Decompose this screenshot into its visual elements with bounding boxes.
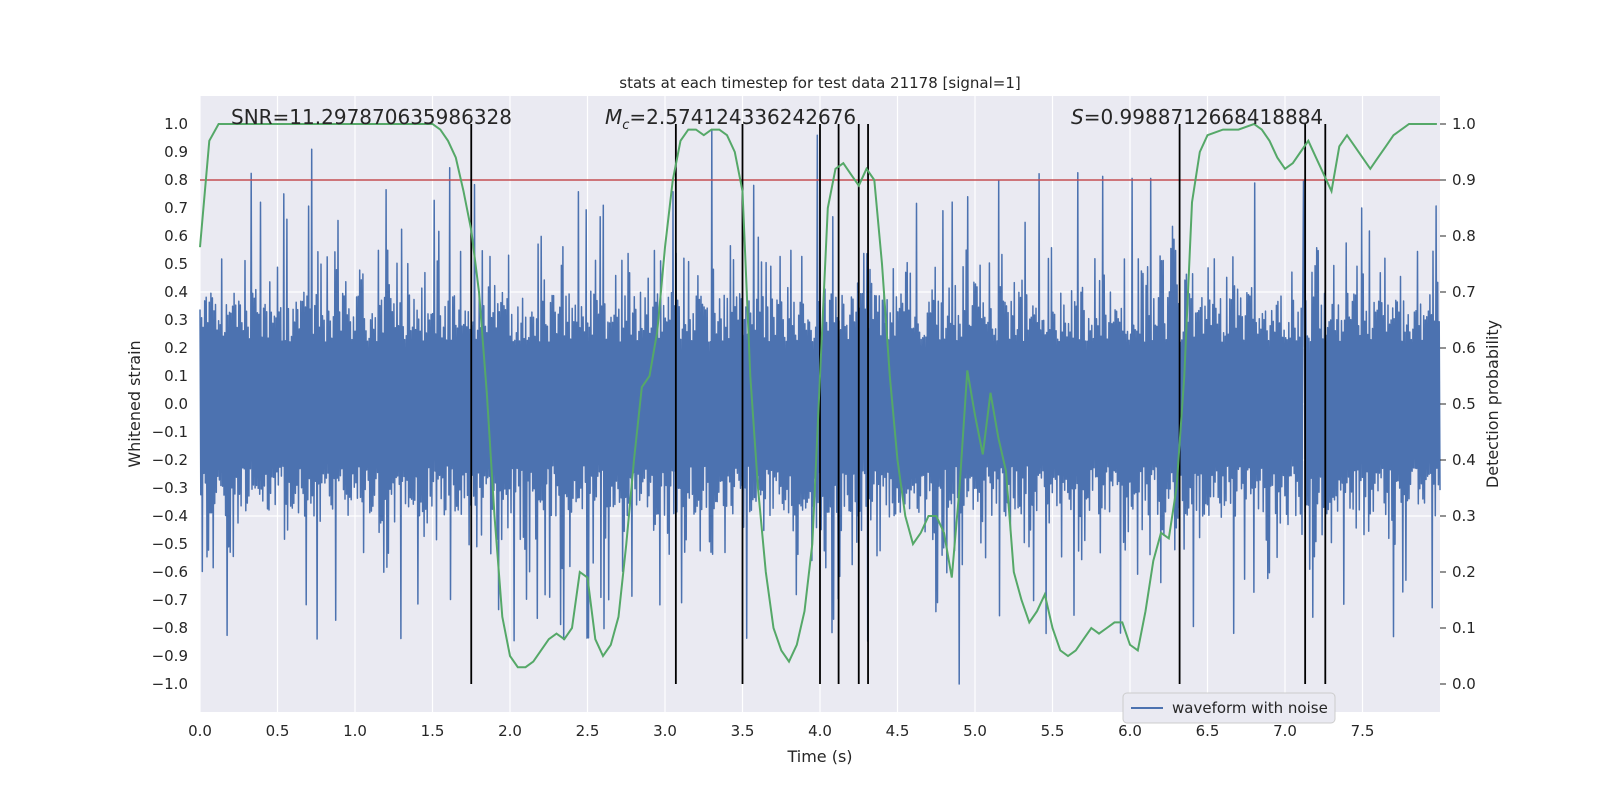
x-tick-label: 5.5 — [1041, 722, 1065, 740]
y-tick-label-right: 0.8 — [1452, 227, 1476, 245]
y-tick-label-left: −0.1 — [152, 423, 188, 441]
y-tick-label-right: 0.6 — [1452, 339, 1476, 357]
y-tick-label-right: 0.7 — [1452, 283, 1476, 301]
y-tick-label-left: −0.9 — [152, 647, 188, 665]
y-axis-label-right: Detection probability — [1483, 320, 1502, 488]
y-tick-label-right: 0.4 — [1452, 451, 1476, 469]
y-tick-label-left: −0.4 — [152, 507, 188, 525]
x-tick-label: 7.5 — [1351, 722, 1375, 740]
y-tick-labels-right: 1.0 0.9 0.8 0.7 0.6 0.5 0.4 0.3 0.2 0.1 0.0 — [1440, 115, 1476, 693]
y-tick-label-right: 0.5 — [1452, 395, 1476, 413]
y-tick-label-right: 0.2 — [1452, 563, 1476, 581]
legend-box — [1122, 692, 1336, 724]
y-tick-label-left: 0.9 — [164, 143, 188, 161]
y-tick-label-right: 0.1 — [1452, 619, 1476, 637]
probability-series — [199, 122, 1437, 669]
y-tick-label-left: 0.8 — [164, 171, 188, 189]
x-tick-label: 0.5 — [266, 722, 290, 740]
y-tick-label-left: 1.0 — [164, 115, 188, 133]
event-lines — [470, 124, 1327, 684]
legend: waveform with noise — [1122, 692, 1336, 724]
y-tick-label-right: 0.9 — [1452, 171, 1476, 189]
y-tick-label-left: −0.8 — [152, 619, 188, 637]
x-tick-label: 2.5 — [576, 722, 600, 740]
snr-annotation: SNR=11.297870635986328 — [231, 105, 512, 129]
y-tick-label-right: 0.0 — [1452, 675, 1476, 693]
y-tick-label-left: 0.0 — [164, 395, 188, 413]
y-tick-label-left: −0.2 — [152, 451, 188, 469]
y-tick-label-left: 0.2 — [164, 339, 188, 357]
x-tick-label: 1.0 — [343, 722, 367, 740]
y-tick-label-left: 0.7 — [164, 199, 188, 217]
y-tick-label-right: 1.0 — [1452, 115, 1476, 133]
y-tick-label-left: 0.6 — [164, 227, 188, 245]
x-tick-label: 3.0 — [653, 722, 677, 740]
s-value: =0.9988712668418884 — [1084, 105, 1323, 129]
y-tick-label-left: 0.3 — [164, 311, 188, 329]
x-tick-label: 7.0 — [1273, 722, 1297, 740]
chart-title: stats at each timestep for test data 211… — [619, 74, 1020, 92]
y-tick-label-left: 0.4 — [164, 283, 188, 301]
y-tick-label-left: −1.0 — [152, 675, 188, 693]
y-axis-label-left: Whitened strain — [125, 340, 144, 467]
y-tick-label-left: 0.1 — [164, 367, 188, 385]
x-tick-label: 4.0 — [808, 722, 832, 740]
probability-line — [199, 122, 1437, 669]
y-tick-label-left: −0.6 — [152, 563, 188, 581]
x-tick-label: 1.5 — [421, 722, 445, 740]
x-tick-label: 2.0 — [498, 722, 522, 740]
y-tick-labels-left: 1.0 0.9 0.8 0.7 0.6 0.5 0.4 0.3 0.2 0.1 0.0 −0.1 −0.… — [152, 115, 188, 693]
x-axis-label: Time (s) — [786, 747, 852, 766]
legend-label: waveform with noise — [1172, 699, 1328, 717]
y-tick-label-left: 0.5 — [164, 255, 188, 273]
s-annotation: S=0.9988712668418884 — [1071, 105, 1323, 129]
x-tick-label: 4.5 — [886, 722, 910, 740]
mc-subscript: c — [622, 118, 629, 133]
x-tick-label: 3.5 — [731, 722, 755, 740]
x-tick-label: 6.0 — [1118, 722, 1142, 740]
y-tick-label-right: 0.3 — [1452, 507, 1476, 525]
y-tick-label-left: −0.3 — [152, 479, 188, 497]
mc-symbol: M — [605, 105, 622, 129]
y-tick-label-left: −0.5 — [152, 535, 188, 553]
x-tick-label: 5.0 — [963, 722, 987, 740]
s-symbol: S — [1071, 105, 1084, 129]
x-tick-label: 0.0 — [188, 722, 212, 740]
y-tick-label-left: −0.7 — [152, 591, 188, 609]
mc-value: =2.574124336242676 — [629, 105, 856, 129]
x-tick-labels: 0.0 0.5 1.0 1.5 2.0 2.5 3.0 3.5 4.0 4.5 5.0 5.5 6.0 6… — [188, 722, 1374, 740]
mc-annotation: Mc=2.574124336242676 — [605, 105, 856, 133]
x-tick-label: 6.5 — [1196, 722, 1220, 740]
